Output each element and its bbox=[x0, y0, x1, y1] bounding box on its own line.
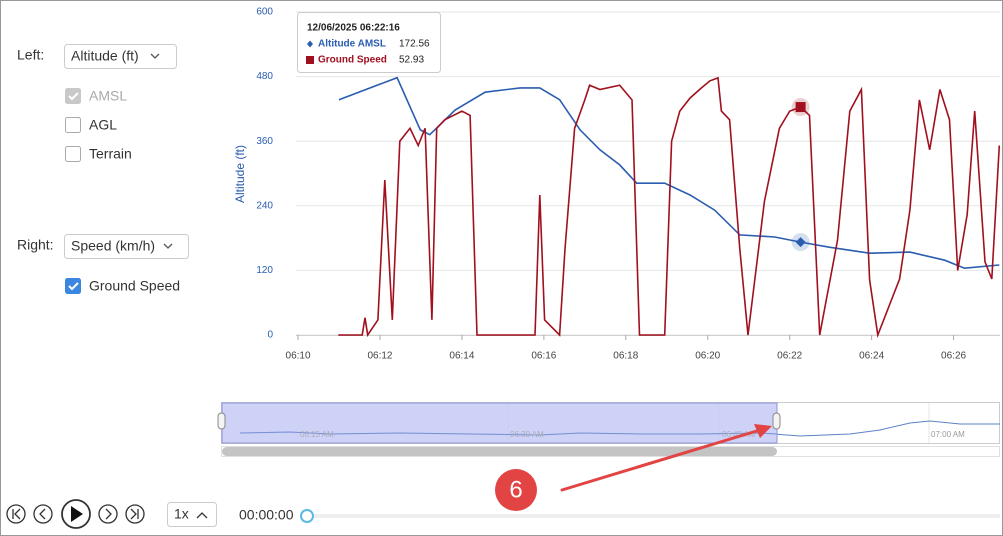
annotation-arrowhead bbox=[754, 424, 772, 438]
time-text: 00:00:00 bbox=[239, 507, 294, 523]
right-select[interactable] bbox=[64, 234, 189, 259]
checkbox-label: AGL bbox=[89, 117, 117, 133]
right-label: Right: bbox=[17, 237, 54, 253]
annotation-arrow bbox=[560, 428, 762, 492]
nav-line-selected bbox=[239, 431, 778, 436]
chevron bbox=[150, 53, 160, 59]
checkbox[interactable] bbox=[65, 117, 81, 133]
checkbox-label: Ground Speed bbox=[89, 278, 180, 294]
nav-label: 06:45 AM bbox=[722, 430, 756, 439]
y-tick-label: 360 bbox=[256, 136, 273, 147]
x-tick-label: 06:10 bbox=[286, 351, 311, 362]
nav-handle[interactable] bbox=[217, 412, 226, 430]
scrollbar-thumb[interactable] bbox=[222, 447, 777, 456]
x-tick-label: 06:22 bbox=[777, 351, 802, 362]
y-tick-label: 240 bbox=[256, 200, 273, 211]
y-tick-label: 120 bbox=[256, 265, 273, 276]
right-select-text: Speed (km/h) bbox=[71, 238, 155, 254]
icon bbox=[39, 508, 46, 520]
y-tick-label: 0 bbox=[267, 330, 273, 341]
hover-marker bbox=[795, 237, 806, 248]
checkbox[interactable] bbox=[65, 278, 81, 294]
x-tick-label: 06:20 bbox=[695, 351, 720, 362]
checkmark bbox=[68, 92, 79, 101]
plot-area bbox=[338, 76, 1000, 339]
nav-label: 07:00 AM bbox=[931, 430, 965, 439]
x-tick-label: 06:18 bbox=[613, 351, 638, 362]
icon bbox=[71, 506, 83, 522]
last-button[interactable] bbox=[125, 504, 145, 524]
checkbox-label: AMSL bbox=[89, 88, 127, 104]
hover-marker bbox=[795, 102, 806, 113]
tooltip-title: 12/06/2025 06:22:16 bbox=[307, 23, 400, 34]
nav-label: 06:30 AM bbox=[510, 430, 544, 439]
tooltip-series: Ground Speed bbox=[318, 55, 387, 66]
nav-selection[interactable] bbox=[221, 402, 778, 444]
chevron bbox=[163, 243, 173, 249]
x-tick-label: 06:16 bbox=[531, 351, 556, 362]
x-tick-label: 06:24 bbox=[859, 351, 884, 362]
checkbox bbox=[65, 88, 81, 104]
timeline-thumb[interactable] bbox=[300, 509, 314, 523]
tooltip-value: 52.93 bbox=[399, 55, 424, 66]
y-tick-label: 480 bbox=[256, 71, 273, 82]
x-tick-label: 06:26 bbox=[941, 351, 966, 362]
checkbox-label: Terrain bbox=[89, 146, 132, 162]
x-tick-label: 06:14 bbox=[449, 351, 474, 362]
next-button[interactable] bbox=[98, 504, 118, 524]
x-tick-label: 06:12 bbox=[367, 351, 392, 362]
tooltip-value: 172.56 bbox=[399, 39, 430, 50]
nav-label: 06:15 AM bbox=[300, 430, 334, 439]
y-tick-label: 600 bbox=[256, 7, 273, 18]
left-select-text: Altitude (ft) bbox=[71, 48, 139, 64]
icon bbox=[105, 508, 112, 520]
speed-text: 1x bbox=[174, 506, 189, 522]
left-label: Left: bbox=[17, 47, 44, 63]
y-axis-label: Altitude (ft) bbox=[233, 145, 247, 203]
checkbox[interactable] bbox=[65, 146, 81, 162]
speed-select[interactable] bbox=[167, 502, 217, 527]
checkmark bbox=[68, 282, 79, 291]
tooltip-symbol bbox=[307, 40, 313, 48]
first-button[interactable] bbox=[6, 504, 26, 524]
icon bbox=[130, 508, 139, 520]
series-line bbox=[338, 76, 1000, 270]
series-line bbox=[338, 76, 1000, 339]
tooltip-symbol bbox=[306, 56, 314, 64]
annotation-badge bbox=[495, 469, 537, 511]
tooltip-series: Altitude AMSL bbox=[318, 39, 386, 50]
prev-button[interactable] bbox=[33, 504, 53, 524]
annotation-label: 6 bbox=[509, 476, 522, 503]
icon bbox=[12, 508, 21, 520]
chevron bbox=[196, 512, 208, 519]
tooltip bbox=[297, 12, 441, 73]
nav-selection[interactable] bbox=[221, 402, 778, 444]
left-select[interactable] bbox=[64, 44, 177, 69]
nav-handle[interactable] bbox=[772, 412, 781, 430]
